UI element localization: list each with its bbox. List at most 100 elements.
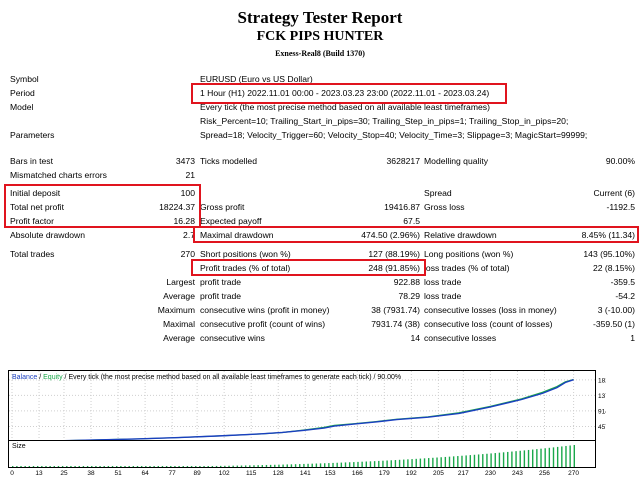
symbol-label: Symbol bbox=[10, 74, 39, 84]
size-bar bbox=[428, 458, 430, 467]
short-label: Short positions (won %) bbox=[200, 249, 291, 259]
legend-sep: / bbox=[37, 374, 43, 381]
x-tick-label-13: 166 bbox=[352, 470, 363, 477]
size-bar bbox=[70, 466, 72, 467]
size-bar bbox=[398, 459, 401, 467]
size-bar bbox=[199, 466, 201, 467]
size-bar bbox=[78, 466, 80, 467]
parameters-line1: Risk_Percent=10; Trailing_Start_in_pips=… bbox=[200, 116, 569, 126]
size-bar bbox=[16, 466, 18, 467]
avg-cl-label: consecutive losses bbox=[424, 333, 497, 343]
size-bar bbox=[423, 458, 426, 467]
x-tick-label-10: 128 bbox=[273, 470, 284, 477]
absdd-label: Absolute drawdown bbox=[10, 230, 86, 240]
proftrades-label: Profit trades (% of total) bbox=[200, 263, 291, 273]
size-bar bbox=[436, 457, 438, 467]
size-bar bbox=[128, 466, 130, 467]
parameters-label: Parameters bbox=[10, 130, 55, 140]
size-bar bbox=[444, 456, 447, 467]
size-bar bbox=[373, 461, 376, 467]
size-bar bbox=[357, 461, 359, 467]
chart-legend: Balance / Equity / Every tick (the most … bbox=[12, 374, 401, 381]
size-bar bbox=[53, 466, 55, 467]
maximal-cl-value: -359.50 (1) bbox=[592, 319, 635, 329]
quality-value: 90.00% bbox=[605, 156, 635, 166]
size-bar bbox=[207, 466, 209, 467]
size-bar bbox=[278, 464, 280, 467]
size-bar bbox=[523, 450, 526, 467]
parameters-row-2: Parameters Spread=18; Velocity_Trigger=6… bbox=[0, 129, 640, 142]
losstrades-label: loss trades (% of total) bbox=[424, 263, 510, 273]
bars-value: 3473 bbox=[175, 156, 195, 166]
maximal-label: Maximal bbox=[163, 319, 195, 329]
size-bar bbox=[220, 465, 222, 467]
size-bar bbox=[303, 463, 305, 467]
size-bar bbox=[415, 458, 417, 467]
avgcons-row: Average consecutive wins 14 consecutive … bbox=[0, 332, 640, 345]
size-bar bbox=[465, 455, 467, 467]
avgcons-label: Average bbox=[163, 333, 195, 343]
size-bar bbox=[49, 466, 51, 467]
size-bar bbox=[561, 446, 563, 467]
size-bar bbox=[174, 466, 176, 467]
maximal-row: Maximal consecutive profit (count of win… bbox=[0, 318, 640, 331]
size-bar bbox=[386, 460, 388, 467]
server-build: Exness-Real8 (Build 1370) bbox=[275, 49, 365, 58]
size-bar bbox=[157, 466, 159, 467]
size-bar bbox=[403, 459, 405, 467]
size-bar bbox=[394, 460, 397, 467]
size-bar bbox=[190, 466, 193, 467]
largest-loss-label: loss trade bbox=[424, 277, 462, 287]
size-bar bbox=[353, 462, 355, 467]
reldd-label: Relative drawdown bbox=[424, 230, 497, 240]
ea-name: FCK PIPS HUNTER bbox=[256, 29, 384, 44]
largest-row: Largest profit trade 922.88 loss trade -… bbox=[0, 276, 640, 289]
deposit-highlight bbox=[4, 184, 201, 228]
size-bar bbox=[253, 465, 255, 467]
size-bar bbox=[336, 462, 338, 467]
size-bar bbox=[544, 448, 546, 467]
size-bar bbox=[519, 450, 521, 467]
size-bar bbox=[95, 466, 97, 467]
avg-cl-value: 1 bbox=[630, 333, 635, 343]
grossprofit-value: 19416.87 bbox=[384, 202, 420, 212]
size-bar bbox=[286, 464, 288, 467]
grossloss-label: Gross loss bbox=[424, 202, 465, 212]
size-bar bbox=[116, 466, 118, 467]
short-value: 127 (88.19%) bbox=[368, 249, 420, 259]
symbol-row: Symbol EURUSD (Euro vs US Dollar) bbox=[0, 73, 640, 86]
size-bar bbox=[32, 466, 35, 467]
size-bar bbox=[149, 466, 151, 467]
size-bar bbox=[507, 451, 509, 467]
parameters-row-1: Risk_Percent=10; Trailing_Start_in_pips=… bbox=[0, 115, 640, 128]
proftrades-row: Profit trades (% of total) 248 (91.85%) … bbox=[0, 262, 640, 275]
x-tick-label-5: 64 bbox=[142, 470, 150, 477]
average-loss-value: -54.2 bbox=[615, 291, 635, 301]
size-bar bbox=[269, 464, 272, 467]
largest-label: Largest bbox=[166, 277, 195, 287]
average-profit-value: 78.29 bbox=[398, 291, 420, 301]
size-bar bbox=[28, 466, 31, 467]
y-tick-label-0: 18290 bbox=[598, 377, 606, 384]
size-bar bbox=[311, 463, 313, 467]
size-bar bbox=[494, 453, 496, 467]
x-tick-label-17: 217 bbox=[458, 470, 469, 477]
size-bar bbox=[486, 453, 488, 467]
size-bar bbox=[186, 466, 189, 467]
max-cw-label: consecutive wins (profit in money) bbox=[200, 305, 330, 315]
size-bar bbox=[82, 466, 85, 467]
size-bar bbox=[74, 466, 76, 467]
long-label: Long positions (won %) bbox=[424, 249, 514, 259]
size-bar bbox=[203, 466, 205, 467]
largest-loss-value: -359.5 bbox=[610, 277, 635, 287]
size-bar bbox=[536, 449, 538, 467]
size-bar bbox=[224, 465, 226, 467]
series-line-balance bbox=[11, 379, 574, 443]
size-bar bbox=[511, 451, 513, 467]
size-bar bbox=[482, 454, 484, 467]
size-bar bbox=[182, 466, 184, 467]
chart-lines bbox=[11, 378, 574, 443]
size-bar bbox=[120, 466, 122, 467]
size-label: Size bbox=[12, 443, 26, 450]
